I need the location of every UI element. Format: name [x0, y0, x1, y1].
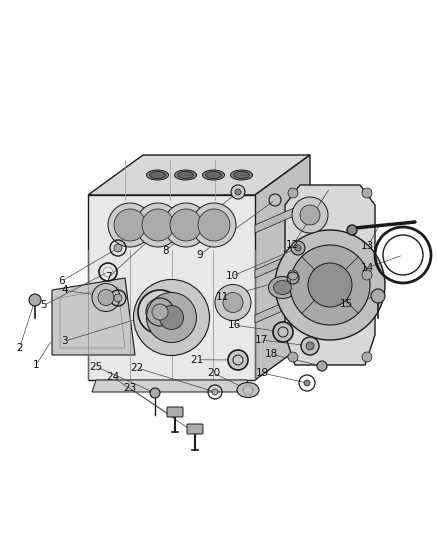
- Circle shape: [292, 197, 328, 233]
- Text: 24: 24: [106, 373, 120, 382]
- Text: 13: 13: [361, 241, 374, 251]
- Polygon shape: [88, 195, 255, 380]
- Circle shape: [300, 205, 320, 225]
- Ellipse shape: [273, 280, 292, 295]
- Circle shape: [362, 188, 372, 198]
- Circle shape: [92, 284, 120, 311]
- Circle shape: [150, 388, 160, 398]
- Circle shape: [170, 209, 202, 241]
- Circle shape: [362, 352, 372, 362]
- Text: 2: 2: [16, 343, 23, 352]
- Text: 10: 10: [226, 271, 239, 281]
- Polygon shape: [255, 201, 310, 233]
- Circle shape: [275, 230, 385, 340]
- FancyBboxPatch shape: [167, 407, 183, 417]
- Text: 6: 6: [58, 277, 65, 286]
- Circle shape: [228, 350, 248, 370]
- Circle shape: [134, 279, 209, 356]
- Circle shape: [301, 337, 319, 355]
- Text: 12: 12: [286, 240, 299, 250]
- Circle shape: [192, 203, 236, 247]
- Polygon shape: [255, 246, 310, 278]
- Circle shape: [288, 352, 298, 362]
- Ellipse shape: [205, 172, 222, 179]
- Polygon shape: [255, 291, 310, 323]
- Text: 5: 5: [40, 301, 47, 310]
- Circle shape: [114, 244, 122, 252]
- Circle shape: [235, 189, 241, 195]
- Circle shape: [29, 294, 41, 306]
- Text: 19: 19: [256, 368, 269, 378]
- Text: 16: 16: [228, 320, 241, 330]
- Circle shape: [138, 290, 182, 334]
- Ellipse shape: [146, 170, 169, 180]
- Circle shape: [114, 294, 122, 302]
- Polygon shape: [52, 278, 135, 355]
- Circle shape: [159, 305, 184, 329]
- Text: 11: 11: [216, 293, 229, 302]
- Circle shape: [308, 263, 352, 307]
- Circle shape: [288, 270, 298, 280]
- Circle shape: [98, 289, 114, 305]
- Circle shape: [306, 342, 314, 350]
- Ellipse shape: [268, 277, 297, 298]
- Text: 14: 14: [361, 263, 374, 272]
- Circle shape: [114, 209, 146, 241]
- Text: 7: 7: [105, 272, 112, 282]
- Polygon shape: [92, 380, 251, 392]
- Circle shape: [223, 293, 243, 312]
- Circle shape: [146, 293, 197, 343]
- Circle shape: [198, 209, 230, 241]
- Text: 18: 18: [265, 350, 278, 359]
- Circle shape: [142, 209, 174, 241]
- Circle shape: [136, 203, 180, 247]
- Text: 8: 8: [162, 246, 169, 255]
- Circle shape: [295, 245, 301, 251]
- Ellipse shape: [174, 170, 197, 180]
- Text: 22: 22: [130, 363, 143, 373]
- Ellipse shape: [233, 172, 250, 179]
- Circle shape: [371, 289, 385, 303]
- Circle shape: [164, 203, 208, 247]
- Polygon shape: [88, 155, 310, 195]
- Circle shape: [304, 380, 310, 386]
- Text: 9: 9: [196, 250, 203, 260]
- Ellipse shape: [202, 170, 225, 180]
- Text: 3: 3: [61, 336, 68, 346]
- Circle shape: [290, 245, 370, 325]
- Text: 20: 20: [207, 368, 220, 378]
- Circle shape: [215, 285, 251, 320]
- Circle shape: [108, 203, 152, 247]
- Circle shape: [152, 304, 168, 320]
- Ellipse shape: [149, 172, 166, 179]
- Circle shape: [362, 270, 372, 280]
- Ellipse shape: [230, 170, 252, 180]
- Text: 17: 17: [255, 335, 268, 345]
- Circle shape: [231, 185, 245, 199]
- Ellipse shape: [177, 172, 194, 179]
- Polygon shape: [285, 185, 375, 365]
- Text: 15: 15: [339, 299, 353, 309]
- Text: 21: 21: [191, 355, 204, 365]
- Circle shape: [347, 225, 357, 235]
- Polygon shape: [255, 155, 310, 380]
- Text: 25: 25: [90, 362, 103, 372]
- Circle shape: [291, 241, 305, 255]
- Circle shape: [288, 188, 298, 198]
- FancyBboxPatch shape: [187, 424, 203, 434]
- Text: 1: 1: [32, 360, 39, 370]
- Text: 23: 23: [123, 383, 136, 393]
- Circle shape: [317, 361, 327, 371]
- Circle shape: [212, 389, 218, 395]
- Circle shape: [273, 322, 293, 342]
- Ellipse shape: [237, 383, 259, 398]
- Text: 4: 4: [61, 286, 68, 295]
